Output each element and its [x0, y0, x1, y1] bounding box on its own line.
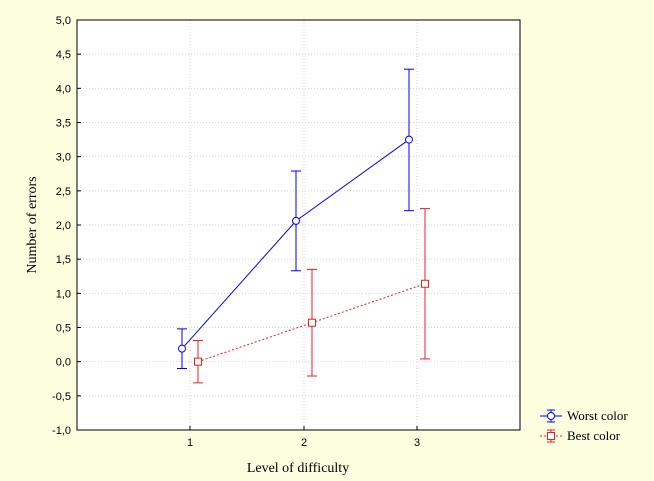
y-tick-label: 4,5	[56, 49, 71, 61]
x-axis-title: Level of difficulty	[247, 461, 349, 476]
y-tick-label: 2,5	[56, 186, 71, 198]
data-point	[292, 216, 300, 225]
data-point	[421, 279, 429, 288]
y-tick-label: 0,5	[56, 323, 71, 335]
x-tick-label: 1	[187, 437, 193, 449]
data-point	[405, 135, 413, 144]
data-point	[194, 357, 202, 366]
legend: Worst color Best color	[540, 408, 628, 443]
y-tick-label: -0,5	[52, 391, 71, 403]
y-axis: -1,0 -0,5 0,0 0,5 1,0 1,5 2,0 2,5 3,0 3,5 4,0 4,5 5,…	[52, 15, 81, 437]
y-tick-label: 5,0	[56, 15, 71, 27]
data-point	[178, 344, 186, 353]
y-tick-label: 3,0	[56, 152, 71, 164]
y-tick-label: 2,0	[56, 220, 71, 232]
legend-symbol-best-color	[540, 429, 562, 443]
y-axis-title: Number of errors	[25, 176, 40, 273]
y-tick-label: 1,5	[56, 254, 71, 266]
legend-marker	[547, 432, 555, 440]
legend-label-worst-color: Worst color	[567, 408, 628, 423]
gridlines	[77, 19, 520, 431]
x-tick-label: 2	[301, 437, 307, 449]
legend-label-best-color: Best color	[567, 428, 621, 443]
x-axis: 1 2 3	[187, 426, 420, 449]
series-worst-color	[177, 68, 414, 369]
x-tick-label: 3	[414, 437, 420, 449]
y-tick-label: 4,0	[56, 83, 71, 95]
series-best-color	[193, 208, 430, 384]
series	[177, 68, 430, 384]
data-point	[308, 318, 316, 327]
y-tick-label: 0,0	[56, 357, 71, 369]
y-tick-label: 3,5	[56, 118, 71, 130]
y-tick-label: 1,0	[56, 288, 71, 300]
legend-symbol-worst-color	[540, 409, 562, 423]
legend-marker	[547, 412, 555, 420]
y-tick-label: -1,0	[52, 425, 71, 437]
